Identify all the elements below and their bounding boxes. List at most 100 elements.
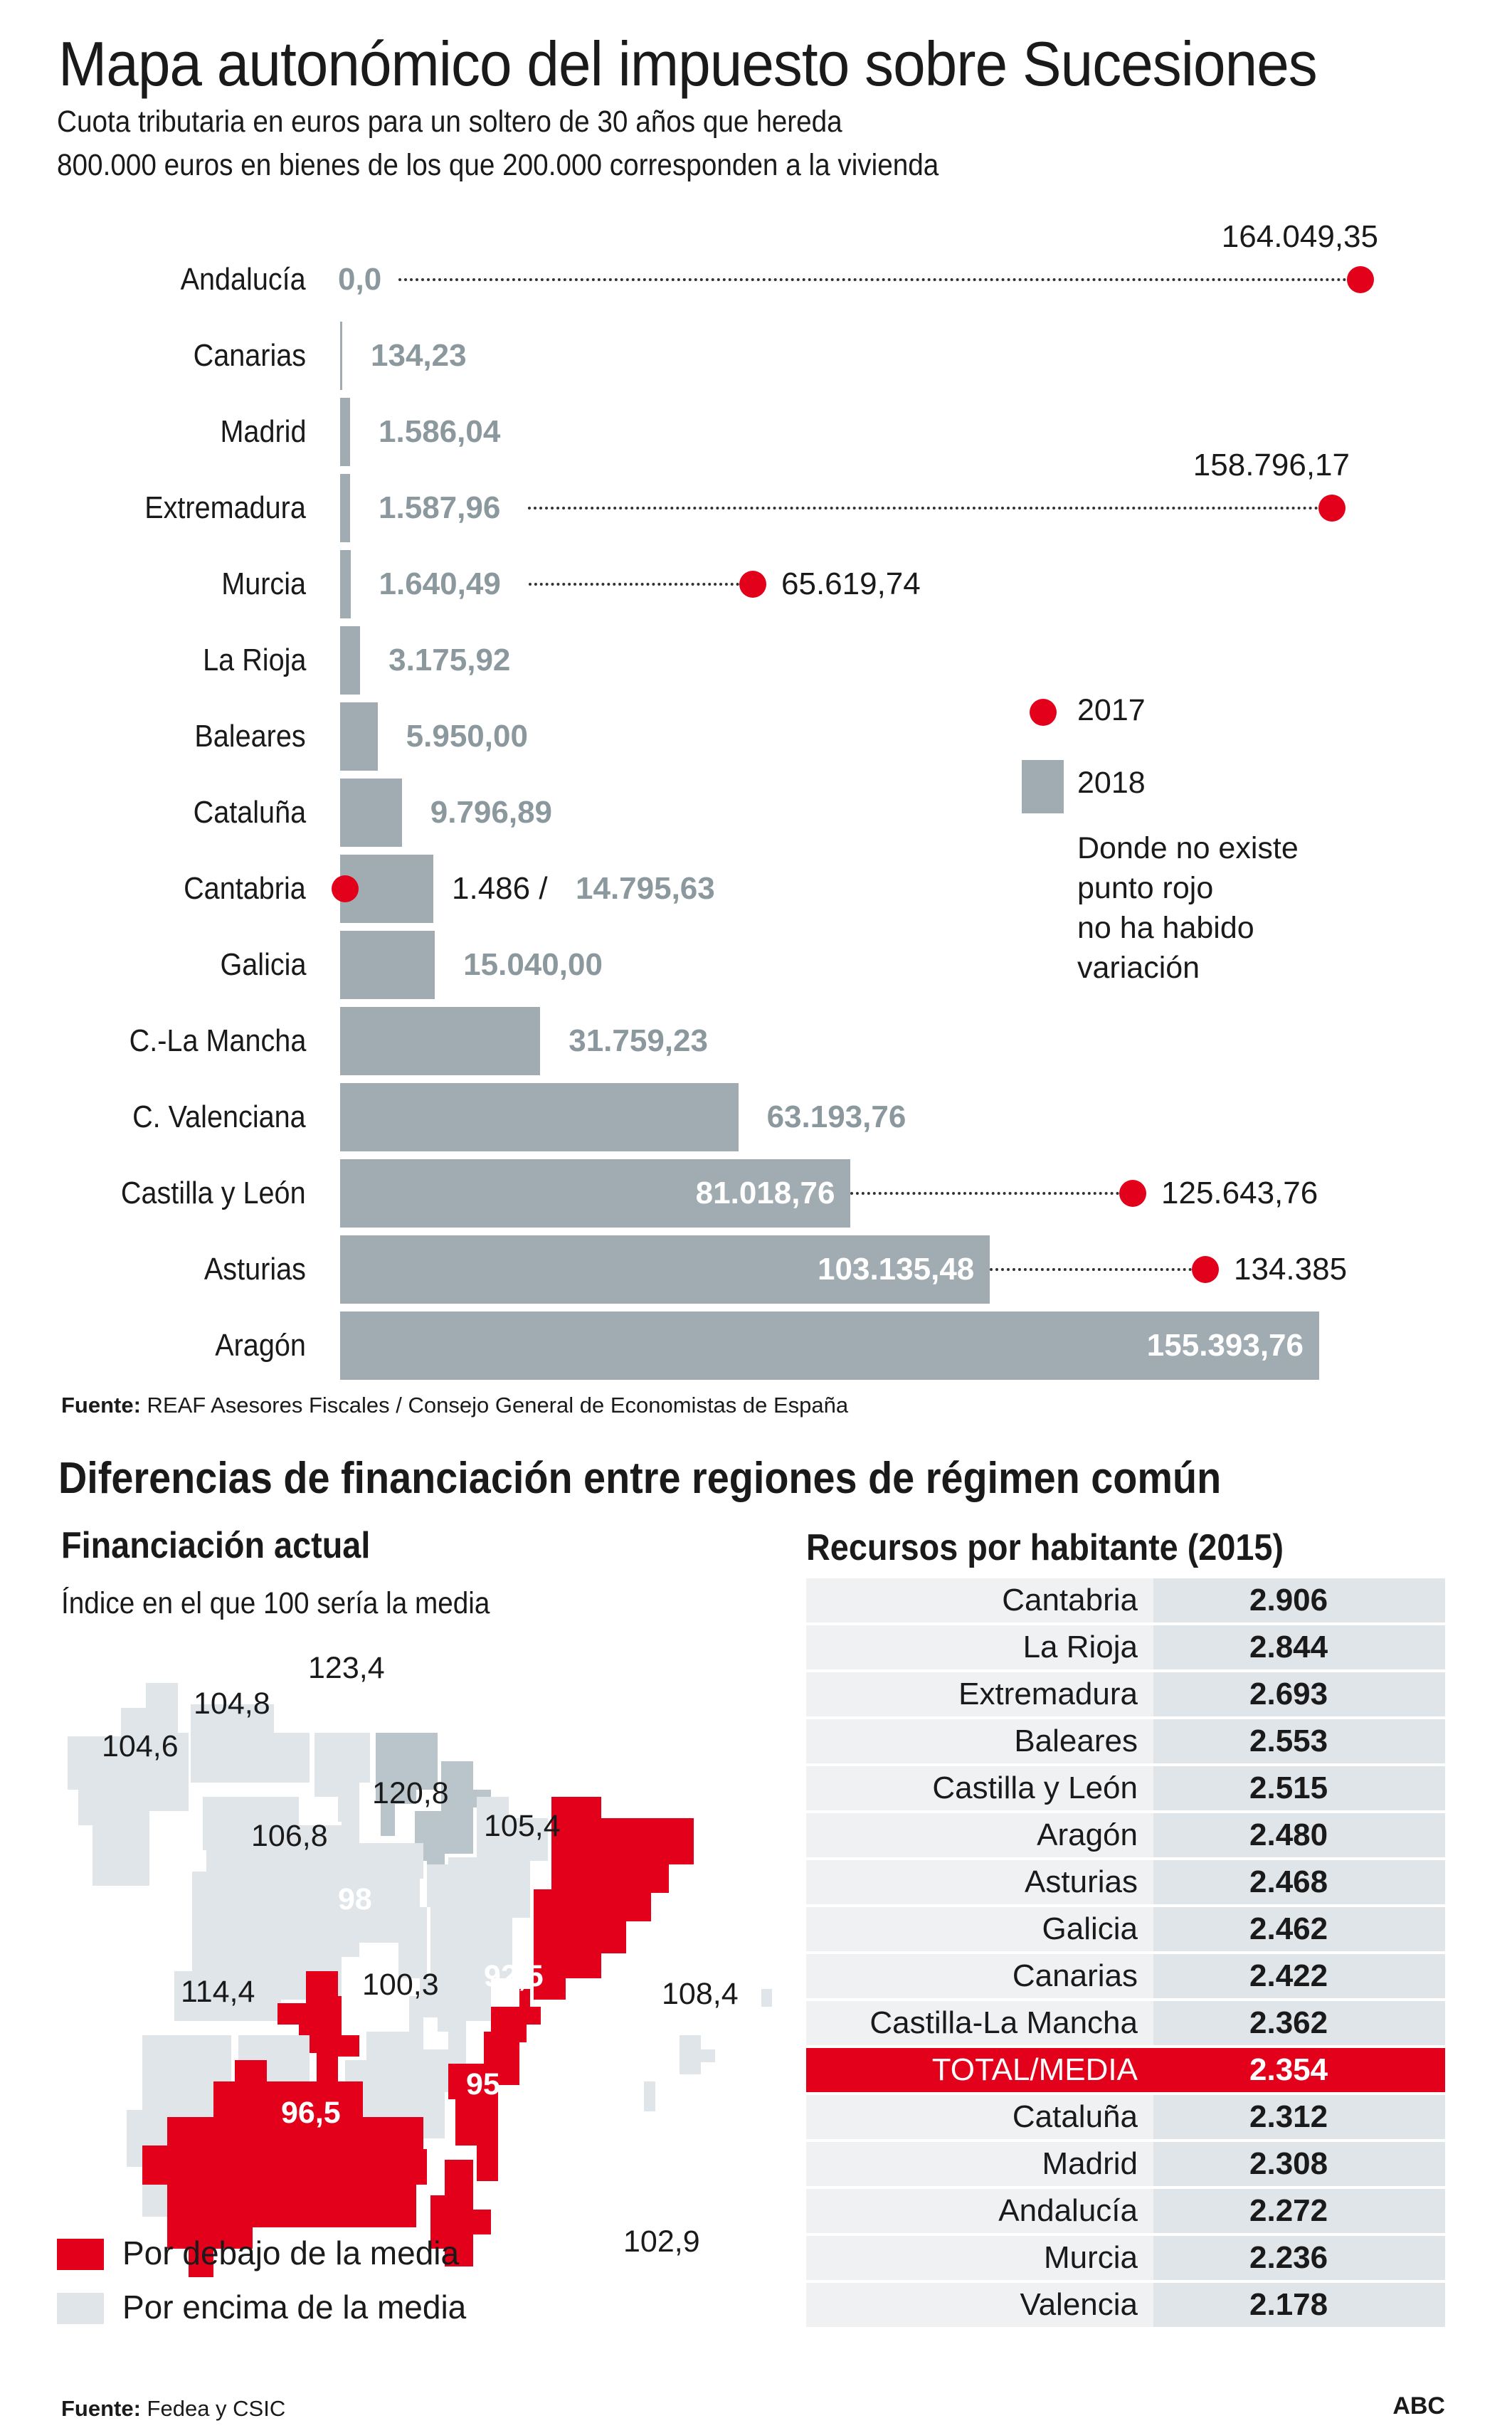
- legend-above-swatch-icon: [57, 2293, 104, 2324]
- leader-line: [850, 1192, 1119, 1195]
- region-value: 2.693: [1153, 1672, 1445, 1716]
- bar-2018: [340, 1083, 739, 1151]
- map-label-madrid: 98: [338, 1882, 372, 1916]
- map-label-baleares: 108,4: [662, 1977, 739, 2011]
- region-asturias: [191, 1704, 310, 1783]
- legend-2018-swatch-icon: [1022, 760, 1064, 813]
- source-note-1: Fuente: REAF Asesores Fiscales / Consejo…: [61, 1391, 848, 1420]
- category-label: Galicia: [219, 947, 306, 982]
- category-label: Cataluña: [193, 795, 306, 830]
- dot-2017: [1192, 1256, 1219, 1283]
- region-value: 2.236: [1153, 2236, 1445, 2280]
- dot-2017: [739, 571, 766, 598]
- table-row: Cataluña 2.312: [806, 2095, 1445, 2139]
- bar-value-label: 0,0: [338, 262, 382, 297]
- dot-value-label: 65.619,74: [781, 566, 921, 601]
- category-label: Aragón: [215, 1328, 306, 1363]
- bar-value-label: 15.040,00: [463, 947, 603, 982]
- region-name: Aragón: [1037, 1817, 1138, 1852]
- region-value: 2.308: [1153, 2142, 1445, 2186]
- bar-value-label: 3.175,92: [388, 643, 511, 677]
- spain-financing-map: [68, 1683, 772, 2277]
- region-name: Cantabria: [1002, 1583, 1138, 1617]
- table-row: La Rioja 2.844: [806, 1625, 1445, 1669]
- category-label: Andalucía: [180, 262, 306, 297]
- region-la-rioja: [366, 1843, 423, 1879]
- table-row: Castilla-La Mancha 2.362: [806, 2001, 1445, 2045]
- table-row-total: TOTAL/MEDIA 2.354: [806, 2048, 1445, 2092]
- bar-value-label: 5.950,00: [406, 719, 528, 754]
- source-label: Fuente:: [61, 2396, 141, 2421]
- dot-value-label: 158.796,17: [1193, 448, 1350, 482]
- legend-note-line-2: punto rojo: [1077, 871, 1214, 905]
- region-navarra: [415, 1761, 491, 1893]
- bar-value-label: 14.795,63: [576, 871, 715, 906]
- bar-2018: [340, 550, 351, 618]
- bar-value-label: 155.393,76: [1146, 1328, 1304, 1363]
- table-row: Andalucía 2.272: [806, 2189, 1445, 2233]
- legend-note-line-1: Donde no existe: [1077, 831, 1299, 865]
- table-row: Madrid 2.308: [806, 2142, 1445, 2186]
- region-castilla-leon: [174, 1797, 427, 2021]
- map-label-murcia: 95: [466, 2067, 500, 2101]
- legend-note-line-3: no ha habido: [1077, 911, 1254, 945]
- dot-2017: [1318, 495, 1346, 522]
- dot-2017: [1119, 1180, 1146, 1207]
- region-baleares-mallorca: [680, 2035, 701, 2074]
- region-valencia: [448, 1989, 541, 2181]
- source-note-2: Fuente: Fedea y CSIC: [61, 2395, 285, 2423]
- dot-2017: [332, 875, 359, 902]
- category-label: Asturias: [203, 1252, 306, 1287]
- bar-value-label: 9.796,89: [430, 795, 553, 830]
- bar-2018: [340, 1007, 541, 1075]
- legend-note-line-4: variación: [1077, 951, 1200, 985]
- legend-below-label: Por debajo de la media: [122, 2234, 460, 2271]
- region-value: 2.362: [1153, 2001, 1445, 2045]
- table-row: Baleares 2.553: [806, 1719, 1445, 1763]
- region-value: 2.906: [1153, 1578, 1445, 1622]
- category-label: C. Valenciana: [132, 1099, 306, 1134]
- legend-above-label: Por encima de la media: [122, 2289, 467, 2326]
- region-name: Andalucía: [998, 2193, 1138, 2228]
- region-name: TOTAL/MEDIA: [931, 2052, 1138, 2087]
- region-name: Castilla-La Mancha: [869, 2005, 1138, 2040]
- region-pais-vasco: [376, 1733, 438, 1836]
- category-label: Castilla y León: [121, 1176, 306, 1210]
- bar-value-label: 63.193,76: [766, 1099, 906, 1134]
- map-label-canarias: 102,9: [623, 2224, 700, 2259]
- category-label: La Rioja: [202, 643, 306, 677]
- source-text: REAF Asesores Fiscales / Consejo General…: [140, 1393, 849, 1418]
- map-title: Financiación actual: [61, 1525, 371, 1566]
- category-label: Murcia: [221, 566, 306, 601]
- dot-value-label: 164.049,35: [1221, 219, 1378, 254]
- map-label-castilla-la-mancha: 100,3: [362, 1968, 439, 2002]
- legend-below-swatch-icon: [57, 2239, 104, 2270]
- region-value: 2.272: [1153, 2189, 1445, 2233]
- region-value: 2.468: [1153, 1860, 1445, 1904]
- section-title: Diferencias de financiación entre region…: [58, 1454, 1222, 1503]
- region-value: 2.312: [1153, 2095, 1445, 2139]
- bar-2018: [340, 626, 361, 695]
- legend-2017-dot-icon: [1030, 699, 1057, 726]
- bar-2018: [340, 702, 378, 771]
- region-name: Galicia: [1042, 1911, 1138, 1946]
- table-row: Asturias 2.468: [806, 1860, 1445, 1904]
- bar-value-label: 1.586,04: [379, 414, 501, 449]
- region-name: Madrid: [1042, 2146, 1138, 2181]
- bar-value-label: 31.759,23: [569, 1023, 708, 1058]
- region-name: Murcia: [1043, 2240, 1138, 2275]
- region-value: 2.480: [1153, 1813, 1445, 1857]
- inheritance-tax-bar-chart: Andalucía 0,0 164.049,35 Canarias 134,23 Madr…: [121, 219, 1378, 1380]
- category-label: Madrid: [219, 414, 306, 449]
- table-row: Cantabria 2.906: [806, 1578, 1445, 1622]
- source-label: Fuente:: [61, 1393, 141, 1418]
- table-row: Castilla y León 2.515: [806, 1766, 1445, 1810]
- page-title: Mapa autonómico del impuesto sobre Suces…: [58, 28, 1318, 99]
- table-row: Aragón 2.480: [806, 1813, 1445, 1857]
- map-label-cantabria: 123,4: [308, 1651, 385, 1685]
- region-value: 2.553: [1153, 1719, 1445, 1763]
- region-value: 2.462: [1153, 1907, 1445, 1951]
- map-label-valencia: 92,5: [484, 1959, 544, 1993]
- table-row: Murcia 2.236: [806, 2236, 1445, 2280]
- region-name: La Rioja: [1022, 1630, 1138, 1664]
